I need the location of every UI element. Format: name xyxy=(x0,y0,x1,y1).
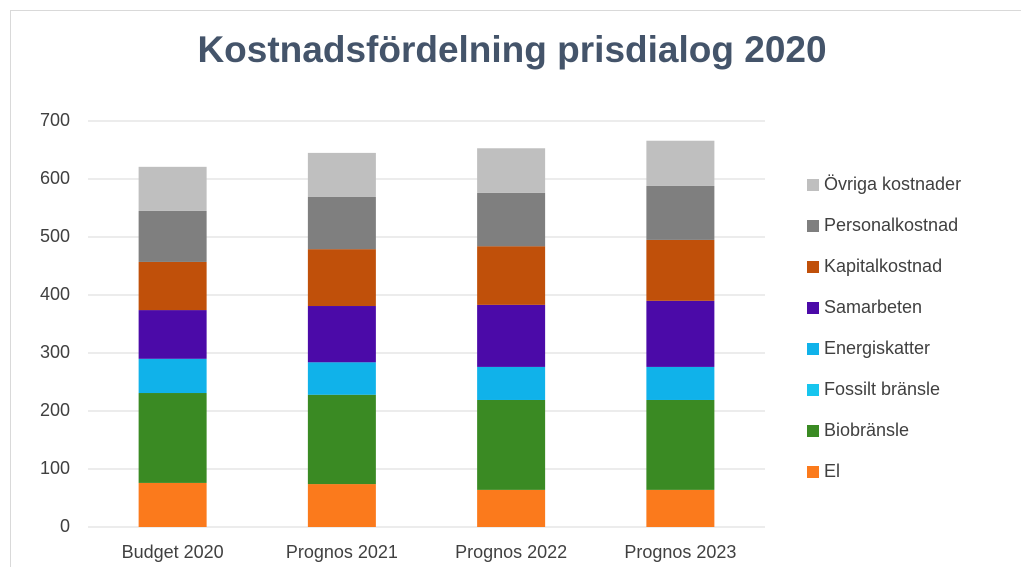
x-tick-label: Prognos 2021 xyxy=(286,542,398,562)
x-tick-label: Budget 2020 xyxy=(122,542,224,562)
bar-segment xyxy=(646,239,715,301)
bar-segment xyxy=(138,393,207,483)
legend-label: Samarbeten xyxy=(824,297,922,317)
y-tick-label: 200 xyxy=(40,400,70,420)
bar-segment xyxy=(646,140,715,186)
bar-segment xyxy=(477,399,546,490)
y-tick-label: 400 xyxy=(40,284,70,304)
y-tick-label: 600 xyxy=(40,168,70,188)
bar-segment xyxy=(138,482,207,527)
chart-title: Kostnadsfördelning prisdialog 2020 xyxy=(197,29,826,70)
legend-label: Kapitalkostnad xyxy=(824,256,942,276)
y-tick-label: 100 xyxy=(40,458,70,478)
legend-swatch xyxy=(807,220,819,232)
bar-segment xyxy=(307,249,376,307)
legend-swatch xyxy=(807,466,819,478)
bar-segment xyxy=(138,310,207,359)
bar-segment xyxy=(646,366,715,400)
bar-segment xyxy=(307,394,376,485)
bar-segment xyxy=(138,210,207,262)
x-tick-label: Prognos 2023 xyxy=(624,542,736,562)
bar-segment xyxy=(646,489,715,527)
legend-label: Fossilt bränsle xyxy=(824,379,940,399)
bar-segment xyxy=(477,489,546,527)
x-tick-label: Prognos 2022 xyxy=(455,542,567,562)
y-tick-label: 0 xyxy=(60,516,70,536)
bar-segment xyxy=(477,246,546,305)
y-tick-label: 500 xyxy=(40,226,70,246)
legend-swatch xyxy=(807,425,819,437)
legend-swatch xyxy=(807,343,819,355)
legend-label: Övriga kostnader xyxy=(824,174,961,194)
bar-segment xyxy=(307,152,376,197)
bar-segment xyxy=(307,196,376,250)
bar-segment xyxy=(138,261,207,311)
legend-swatch xyxy=(807,261,819,273)
bar-segment xyxy=(307,362,376,395)
legend-label: Energiskatter xyxy=(824,338,930,358)
legend-label: Biobränsle xyxy=(824,420,909,440)
y-tick-label: 300 xyxy=(40,342,70,362)
bar-segment xyxy=(138,166,207,211)
bar-segment xyxy=(477,148,546,193)
bar-segment xyxy=(477,192,546,247)
legend-label: El xyxy=(824,461,840,481)
y-tick-label: 700 xyxy=(40,110,70,130)
bar-segment xyxy=(307,484,376,527)
legend-swatch xyxy=(807,179,819,191)
bar-segment xyxy=(138,358,207,394)
bar-segment xyxy=(477,304,546,367)
bar-segment xyxy=(646,300,715,367)
legend-label: Personalkostnad xyxy=(824,215,958,235)
legend-swatch xyxy=(807,384,819,396)
legend-swatch xyxy=(807,302,819,314)
bar-segment xyxy=(646,185,715,240)
bar-segment xyxy=(307,306,376,363)
bar-segment xyxy=(646,399,715,490)
bar-segment xyxy=(477,366,546,400)
